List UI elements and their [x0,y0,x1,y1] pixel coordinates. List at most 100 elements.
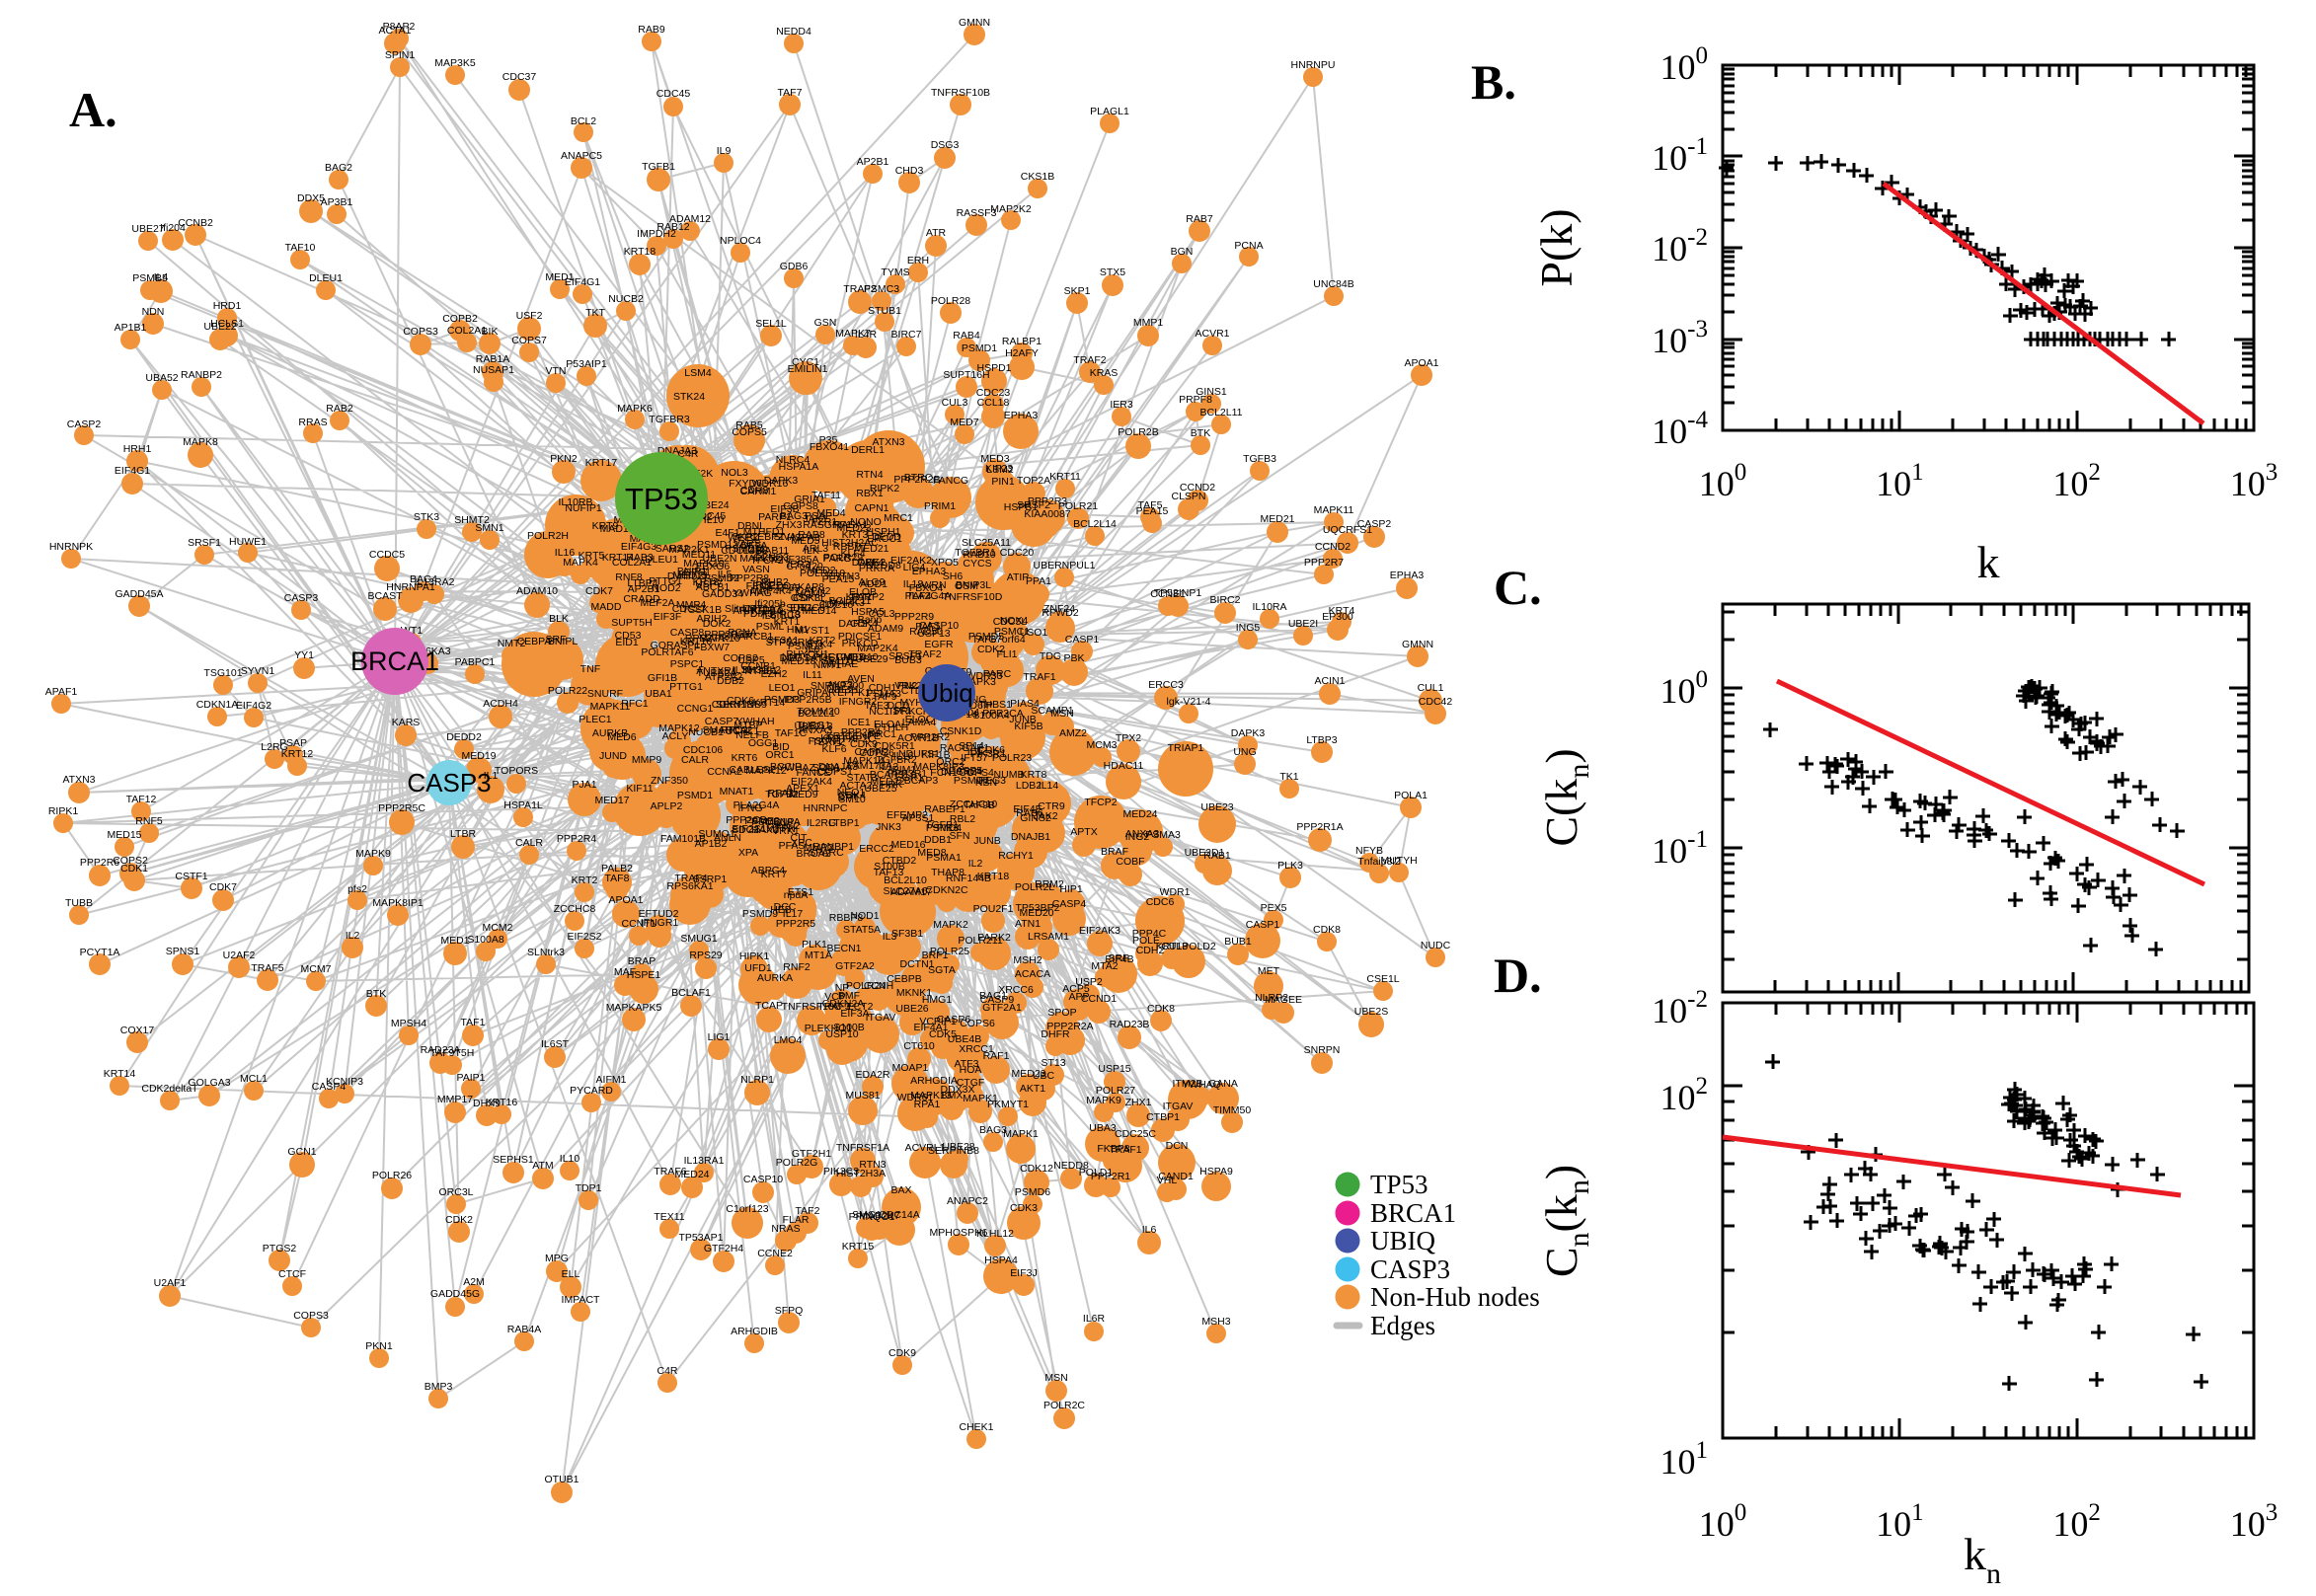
svg-text:APOA1: APOA1 [608,894,643,906]
svg-text:NUMB: NUMB [994,769,1025,781]
svg-text:CDH1: CDH1 [869,682,897,694]
svg-text:IL14: IL14 [1039,780,1059,792]
svg-text:GMNN: GMNN [959,17,990,29]
svg-text:KRT1: KRT1 [846,591,873,603]
svg-text:SFN: SFN [950,830,970,842]
svg-text:GRIA1: GRIA1 [794,494,825,505]
svg-text:VTN: VTN [546,365,567,377]
svg-text:TYMS: TYMS [881,266,909,278]
svg-text:GDB6: GDB6 [780,261,809,272]
svg-text:CCND3: CCND3 [753,552,789,564]
svg-text:TNFRSF10C: TNFRSF10C [782,1001,842,1013]
svg-text:CDC14B: CDC14B [721,545,761,557]
svg-text:Dynlrb2: Dynlrb2 [667,570,703,582]
svg-text:P(k): P(k) [1531,208,1582,286]
svg-text:NUDC: NUDC [1421,940,1451,951]
svg-text:BCL2L11: BCL2L11 [828,595,871,607]
svg-text:IER3: IER3 [787,559,811,570]
svg-text:YWHAZ: YWHAZ [778,762,816,774]
svg-text:E4F1: E4F1 [715,527,739,539]
svg-text:MNAT1: MNAT1 [720,786,754,798]
svg-text:L2RG: L2RG [261,741,287,753]
svg-text:RABEP1: RABEP1 [924,803,965,815]
svg-text:PSMD1: PSMD1 [962,342,997,354]
svg-text:MED13: MED13 [672,570,707,581]
svg-text:APTX: APTX [1070,826,1097,838]
svg-text:BTRC: BTRC [904,472,933,484]
svg-text:BCL2L11: BCL2L11 [1199,407,1242,418]
svg-text:UNG: UNG [1233,746,1256,758]
svg-text:ALG9: ALG9 [859,576,886,588]
svg-text:AP1B1: AP1B1 [115,322,147,334]
svg-text:UCHL1: UCHL1 [726,725,760,737]
svg-text:TRAF2: TRAF2 [843,283,876,295]
svg-text:BMP3: BMP3 [425,1381,453,1393]
svg-text:ERH: ERH [907,255,929,266]
svg-text:Ifi205b: Ifi205b [754,598,786,610]
svg-text:KRT14: KRT14 [104,1068,136,1080]
svg-text:MPG: MPG [545,1253,569,1264]
svg-text:ERCC3: ERCC3 [1148,679,1184,691]
svg-text:CDC16: CDC16 [819,599,854,611]
svg-text:RAD50: RAD50 [909,626,943,638]
svg-text:CASP10: CASP10 [743,1174,783,1185]
svg-text:EIF4B: EIF4B [1105,953,1133,965]
svg-text:KRT11: KRT11 [1049,471,1081,483]
svg-text:MAGEE: MAGEE [1265,994,1302,1006]
svg-text:PSMC3: PSMC3 [864,283,899,295]
svg-text:KRT9: KRT9 [592,520,619,532]
svg-text:VASN: VASN [742,564,770,575]
svg-text:UBE4B: UBE4B [948,1033,981,1045]
svg-text:LSM2: LSM2 [986,464,1014,476]
svg-text:MED22: MED22 [870,776,904,788]
svg-text:NBN: NBN [975,777,997,789]
svg-text:POLR211: POLR211 [958,935,1002,947]
svg-text:CT610: CT610 [903,1040,935,1052]
svg-text:COPS2: COPS2 [723,652,758,664]
svg-text:MT1A: MT1A [805,950,832,961]
svg-text:PHYOU1: PHYOU1 [786,648,828,660]
svg-text:IL10RA: IL10RA [1252,601,1286,613]
svg-text:RAB4: RAB4 [953,330,980,342]
svg-text:USP10: USP10 [825,1028,858,1040]
svg-text:TAF7: TAF7 [778,87,803,99]
svg-text:RFWD2: RFWD2 [1042,607,1078,619]
svg-text:C7orf64: C7orf64 [988,634,1026,646]
svg-text:TAF2: TAF2 [796,1205,820,1217]
svg-text:ACACA: ACACA [1015,968,1050,980]
svg-text:TOMM20: TOMM20 [797,706,840,718]
svg-text:CDH2: CDH2 [1136,945,1165,956]
svg-text:PKN2: PKN2 [550,453,578,465]
svg-text:VCPIP1: VCPIP1 [919,1016,957,1027]
svg-text:MAPK8IP3: MAPK8IP3 [913,761,965,773]
svg-text:KIF11: KIF11 [626,783,653,795]
svg-text:BCCIP: BCCIP [770,761,802,773]
svg-text:EFEMP2: EFEMP2 [887,809,928,821]
svg-text:RIPK1: RIPK1 [48,805,79,817]
svg-text:MMP9: MMP9 [632,754,661,766]
svg-text:NUCB2: NUCB2 [608,293,644,305]
svg-text:MAPK9: MAPK9 [1086,1095,1121,1106]
svg-text:HSPA5: HSPA5 [851,606,885,618]
svg-text:POLD1: POLD1 [1079,1167,1114,1178]
svg-text:UBC: UBC [1033,1070,1055,1082]
svg-text:FAM173A: FAM173A [847,760,892,772]
svg-text:OSM: OSM [955,580,978,592]
svg-text:COPS3: COPS3 [403,326,438,338]
svg-text:KIAA0087: KIAA0087 [1024,508,1070,520]
svg-text:PPP2R8: PPP2R8 [730,572,769,584]
svg-text:MYST1: MYST1 [795,625,829,637]
svg-text:MCM2: MCM2 [483,922,513,934]
svg-text:JAK2: JAK2 [1033,810,1057,822]
svg-text:PCYT1A: PCYT1A [80,947,120,958]
svg-text:CCDC5: CCDC5 [369,549,405,561]
svg-text:PSMD3: PSMD3 [764,694,800,706]
svg-text:ANAPC5: ANAPC5 [561,150,602,162]
svg-text:IL16: IL16 [555,547,576,559]
svg-text:PSME3: PSME3 [744,815,780,827]
svg-text:MED9: MED9 [789,789,817,800]
svg-text:MCM5: MCM5 [796,588,826,600]
svg-text:MED15: MED15 [107,829,141,841]
svg-text:YWHAQ: YWHAQ [1182,1079,1221,1091]
svg-text:VHL: VHL [1157,1175,1178,1186]
